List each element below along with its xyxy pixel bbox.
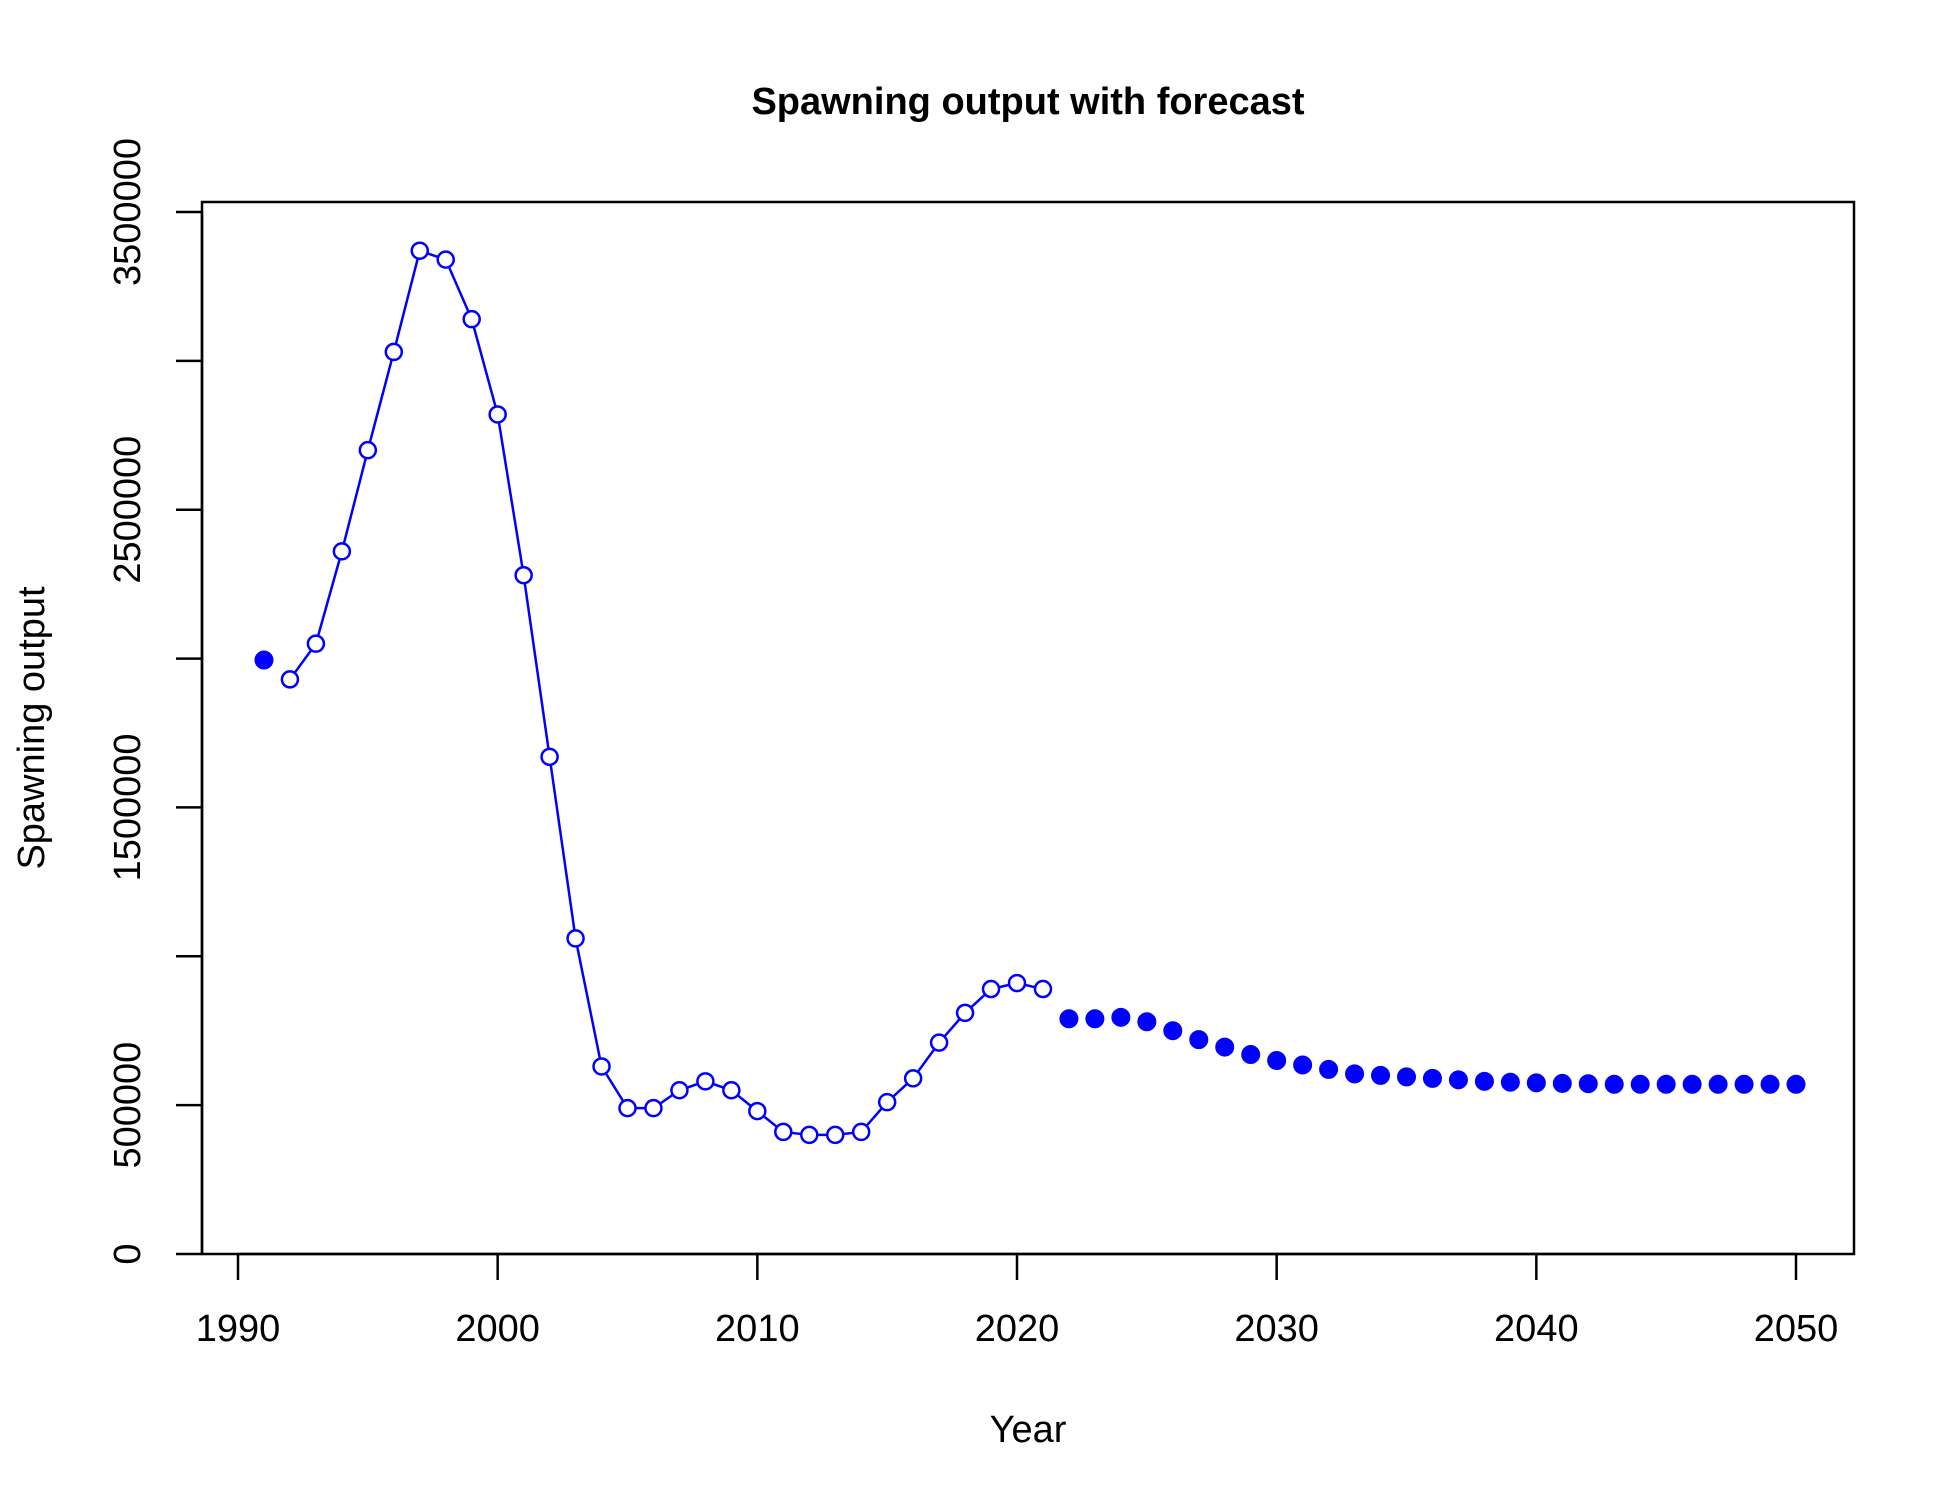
y-tick-label: 1500000 bbox=[107, 733, 149, 881]
x-axis-title: Year bbox=[990, 1409, 1067, 1451]
data-point-filled bbox=[1163, 1021, 1183, 1041]
x-tick-label: 2040 bbox=[1494, 1308, 1579, 1350]
data-point-open bbox=[592, 1057, 611, 1076]
x-tick-label: 2020 bbox=[975, 1308, 1060, 1350]
x-tick-label: 1990 bbox=[196, 1308, 281, 1350]
data-point-open bbox=[306, 634, 326, 653]
data-point-open bbox=[670, 1081, 689, 1100]
series-line bbox=[288, 249, 1044, 1137]
data-point-open bbox=[514, 565, 533, 585]
y-tick-label: 0 bbox=[107, 1243, 149, 1264]
data-point-filled bbox=[1422, 1068, 1442, 1088]
data-point-open bbox=[955, 1003, 975, 1023]
data-point-open bbox=[981, 979, 1001, 999]
data-point-open bbox=[566, 929, 585, 948]
data-point-filled bbox=[1111, 1007, 1131, 1027]
data-point-open bbox=[1033, 979, 1053, 999]
data-point-open bbox=[929, 1033, 949, 1052]
data-point-filled bbox=[1734, 1074, 1754, 1094]
data-point-filled bbox=[1241, 1045, 1261, 1065]
y-tick-label: 500000 bbox=[107, 1042, 149, 1169]
plot-frame bbox=[200, 200, 1856, 1256]
data-point-filled bbox=[1448, 1070, 1468, 1090]
data-point-open bbox=[903, 1069, 923, 1088]
data-point-open bbox=[722, 1081, 741, 1100]
data-point-filled bbox=[1604, 1074, 1624, 1094]
data-point-open bbox=[1007, 973, 1027, 993]
x-tick-label: 2010 bbox=[715, 1308, 800, 1350]
y-axis-title: Spawning output bbox=[11, 586, 53, 870]
data-point-filled bbox=[1345, 1064, 1365, 1084]
data-point-open bbox=[384, 342, 404, 362]
data-point-filled bbox=[1293, 1055, 1313, 1075]
data-point-open bbox=[358, 440, 378, 460]
data-point-filled bbox=[1708, 1074, 1728, 1094]
data-point-filled bbox=[1215, 1037, 1235, 1057]
data-point-open bbox=[462, 309, 481, 329]
data-point-filled bbox=[1474, 1071, 1494, 1091]
data-point-filled bbox=[1500, 1072, 1520, 1092]
y-tick-label: 3500000 bbox=[107, 138, 149, 286]
x-tick-label: 2000 bbox=[455, 1308, 540, 1350]
data-point-filled bbox=[1526, 1073, 1546, 1093]
data-point-open bbox=[877, 1092, 897, 1112]
data-point-open bbox=[332, 542, 352, 561]
data-point-filled bbox=[1786, 1074, 1806, 1094]
data-point-filled bbox=[1397, 1067, 1416, 1087]
data-point-filled bbox=[1630, 1074, 1650, 1094]
data-point-open bbox=[774, 1122, 793, 1142]
data-point-filled bbox=[1059, 1009, 1079, 1029]
data-point-filled bbox=[1578, 1074, 1598, 1094]
data-point-filled bbox=[1656, 1074, 1676, 1094]
y-tick-label: 2500000 bbox=[107, 436, 149, 584]
data-point-filled bbox=[1085, 1009, 1105, 1029]
data-point-filled bbox=[1267, 1050, 1287, 1070]
data-point-filled bbox=[1371, 1065, 1391, 1085]
series-layer bbox=[254, 241, 1806, 1145]
data-point-filled bbox=[254, 650, 274, 670]
data-point-filled bbox=[1319, 1059, 1339, 1079]
data-point-open bbox=[488, 405, 507, 424]
data-point-filled bbox=[1552, 1073, 1572, 1093]
data-point-open bbox=[851, 1122, 871, 1142]
data-point-open bbox=[618, 1098, 637, 1118]
data-point-filled bbox=[1682, 1074, 1702, 1094]
x-tick-label: 2050 bbox=[1754, 1308, 1839, 1350]
data-point-filled bbox=[1760, 1074, 1780, 1094]
data-point-open bbox=[748, 1101, 767, 1121]
data-point-open bbox=[436, 250, 455, 269]
data-point-open bbox=[644, 1098, 663, 1118]
x-axis: 1990 2000 2010 2020 2030 2040 2050 bbox=[196, 1252, 1839, 1350]
data-point-open bbox=[696, 1072, 715, 1091]
data-point-open bbox=[410, 241, 430, 260]
data-point-open bbox=[800, 1125, 819, 1145]
data-point-filled bbox=[1189, 1030, 1209, 1050]
data-point-open bbox=[825, 1125, 845, 1145]
data-point-open bbox=[540, 747, 559, 767]
chart-title: Spawning output with forecast bbox=[751, 81, 1304, 123]
y-axis: 0 500000 1500000 2500000 3500000 bbox=[107, 138, 204, 1265]
data-point-open bbox=[280, 670, 300, 689]
x-tick-label: 2030 bbox=[1234, 1308, 1319, 1350]
data-point-filled bbox=[1137, 1012, 1157, 1032]
